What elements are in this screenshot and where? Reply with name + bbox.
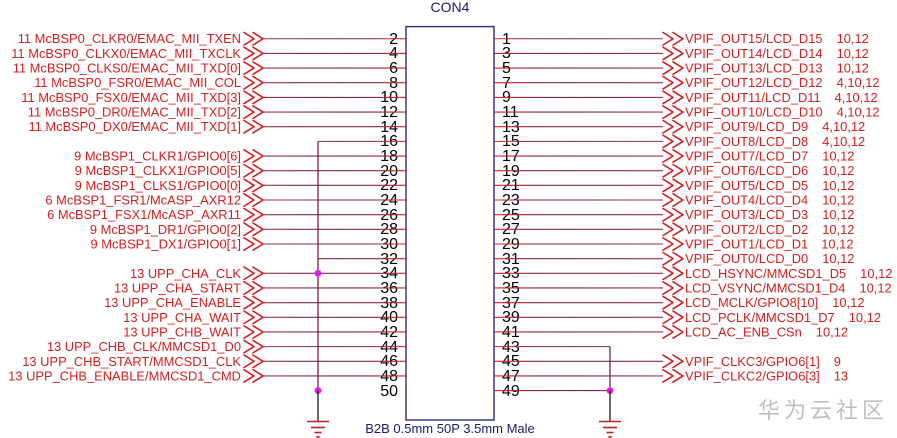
svg-text:11 McBSP0_CLKS0/EMAC_MII_TXD[: 11 McBSP0_CLKS0/EMAC_MII_TXD[0]	[13, 61, 241, 76]
svg-text:6 McBSP1_FSR1/McASP_AXR12: 6 McBSP1_FSR1/McASP_AXR12	[45, 193, 241, 208]
svg-text:VPIF_OUT8/LCD_D84,10,12: VPIF_OUT8/LCD_D8 4,10,12	[685, 134, 865, 149]
svg-text:9 McBSP1_CLKX1/GPIO0[5]: 9 McBSP1_CLKX1/GPIO0[5]	[75, 163, 241, 178]
svg-text:华为云社区: 华为云社区	[758, 398, 888, 423]
svg-text:13 UPP_CHB_ENABLE/MMCSD1_CMD: 13 UPP_CHB_ENABLE/MMCSD1_CMD	[8, 368, 241, 383]
svg-text:11 McBSP0_DX0/EMAC_MII_TXD[1]: 11 McBSP0_DX0/EMAC_MII_TXD[1]	[28, 119, 241, 134]
svg-text:9 McBSP1_CLKS1/GPIO0[0]: 9 McBSP1_CLKS1/GPIO0[0]	[75, 178, 241, 193]
svg-text:VPIF_CLKC3/GPIO6[1]9: VPIF_CLKC3/GPIO6[1] 9	[685, 354, 841, 369]
svg-text:13 UPP_CHA_CLK: 13 UPP_CHA_CLK	[130, 266, 241, 281]
svg-text:11 McBSP0_CLKR0/EMAC_MII_TXEN: 11 McBSP0_CLKR0/EMAC_MII_TXEN	[18, 31, 241, 46]
svg-text:11 McBSP0_FSX0/EMAC_MII_TXD[3: 11 McBSP0_FSX0/EMAC_MII_TXD[3]	[21, 90, 241, 105]
svg-text:LCD_MCLK/GPIO8[10]10,12: LCD_MCLK/GPIO8[10] 10,12	[685, 295, 865, 310]
svg-text:6 McBSP1_FSX1/McASP_AXR11: 6 McBSP1_FSX1/McASP_AXR11	[47, 207, 241, 222]
svg-text:13 UPP_CHB_WAIT: 13 UPP_CHB_WAIT	[123, 325, 241, 340]
svg-text:13 UPP_CHA_ENABLE: 13 UPP_CHA_ENABLE	[104, 295, 241, 310]
svg-text:9 McBSP1_DX1/GPIO0[1]: 9 McBSP1_DX1/GPIO0[1]	[91, 237, 241, 252]
svg-text:CON4: CON4	[431, 0, 470, 15]
svg-text:VPIF_OUT9/LCD_D94,10,12: VPIF_OUT9/LCD_D9 4,10,12	[685, 119, 865, 134]
svg-text:50: 50	[380, 383, 398, 400]
svg-text:11 McBSP0_DR0/EMAC_MII_TXD[2]: 11 McBSP0_DR0/EMAC_MII_TXD[2]	[28, 105, 241, 120]
svg-text:13 UPP_CHA_WAIT: 13 UPP_CHA_WAIT	[123, 310, 241, 325]
svg-text:11 McBSP0_FSR0/EMAC_MII_COL: 11 McBSP0_FSR0/EMAC_MII_COL	[34, 75, 241, 90]
svg-text:11 McBSP0_CLKX0/EMAC_MII_TXCL: 11 McBSP0_CLKX0/EMAC_MII_TXCLK	[11, 46, 241, 61]
svg-text:9 McBSP1_CLKR1/GPIO0[6]: 9 McBSP1_CLKR1/GPIO0[6]	[74, 149, 241, 164]
svg-text:13 UPP_CHA_START: 13 UPP_CHA_START	[114, 281, 241, 296]
svg-text:13 UPP_CHB_START/MMCSD1_CLK: 13 UPP_CHB_START/MMCSD1_CLK	[22, 354, 241, 369]
svg-text:49: 49	[502, 383, 520, 400]
svg-text:9 McBSP1_DR1/GPIO0[2]: 9 McBSP1_DR1/GPIO0[2]	[90, 222, 241, 237]
svg-text:B2B 0.5mm 50P 3.5mm Male: B2B 0.5mm 50P 3.5mm Male	[365, 421, 535, 436]
svg-text:13 UPP_CHB_CLK/MMCSD1_D0: 13 UPP_CHB_CLK/MMCSD1_D0	[47, 339, 241, 354]
